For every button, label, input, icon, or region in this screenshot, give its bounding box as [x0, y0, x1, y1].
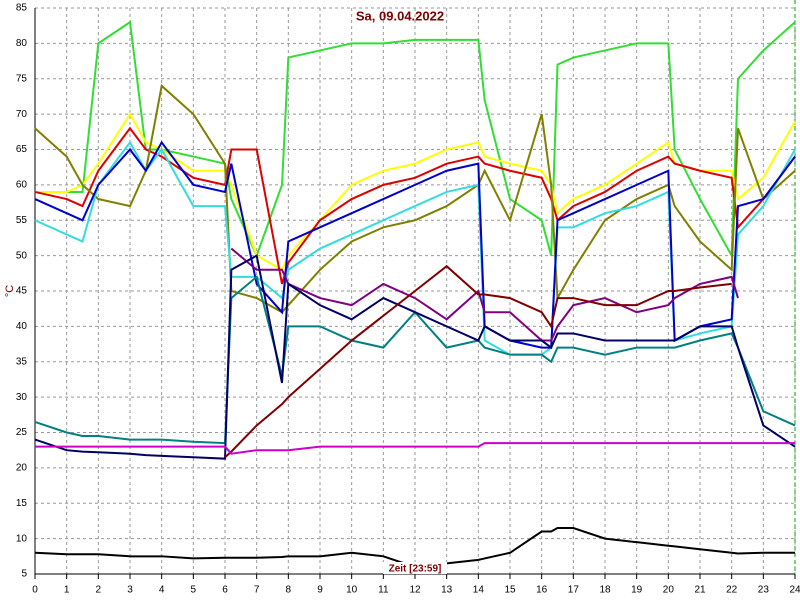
x-tick-label: 18	[599, 585, 611, 596]
y-tick-label: 50	[16, 250, 28, 261]
x-tick-label: 10	[346, 585, 358, 596]
x-tick-label: 9	[317, 585, 323, 596]
x-tick-label: 16	[536, 585, 548, 596]
x-tick-label: 1	[64, 585, 70, 596]
series-line	[35, 112, 796, 272]
y-tick-label: 40	[16, 321, 28, 332]
y-tick-label: 35	[16, 356, 28, 367]
x-tick-label: 8	[286, 585, 292, 596]
x-tick-label: 6	[222, 585, 228, 596]
x-tick-label: 11	[378, 585, 389, 596]
x-tick-label: 13	[441, 585, 453, 596]
x-tick-label: 2	[96, 585, 102, 596]
series-line	[224, 264, 732, 459]
series-line	[35, 442, 795, 455]
y-tick-label: 25	[16, 427, 28, 438]
series-line	[35, 20, 796, 260]
y-tick-label: 30	[16, 392, 28, 403]
x-tick-label: 15	[504, 585, 516, 596]
x-tick-label: 23	[758, 585, 770, 596]
x-tick-label: 0	[32, 585, 38, 596]
annotation-bg	[383, 562, 447, 574]
y-tick-label: 60	[16, 180, 28, 191]
chart-title: Sa, 09.04.2022	[356, 8, 444, 23]
y-tick-label: 80	[16, 38, 28, 49]
x-tick-label: 19	[631, 585, 643, 596]
y-tick-label: 85	[16, 3, 28, 14]
series-line	[230, 247, 739, 342]
y-tick-label: 10	[16, 533, 28, 544]
series-line	[34, 126, 796, 285]
series-line	[34, 254, 796, 460]
x-tick-label: 3	[127, 585, 133, 596]
x-tick-label: 22	[726, 585, 738, 596]
y-tick-label: 20	[16, 463, 28, 474]
series-line	[34, 83, 796, 314]
x-tick-label: 24	[789, 585, 800, 596]
x-tick-label: 14	[473, 585, 485, 596]
x-tick-label: 5	[191, 585, 197, 596]
y-tick-label: 65	[16, 144, 28, 155]
x-tick-label: 21	[694, 585, 706, 596]
y-tick-label: 5	[21, 569, 27, 580]
series-line	[34, 140, 796, 349]
x-tick-label: 17	[568, 585, 580, 596]
y-tick-label: 70	[16, 109, 28, 120]
annotation: Zeit [23:59]	[389, 564, 442, 575]
y-tick-label: 45	[16, 286, 28, 297]
y-tick-label: 15	[16, 498, 28, 509]
x-tick-label: 20	[663, 585, 675, 596]
x-tick-label: 12	[409, 585, 421, 596]
y-tick-label: 75	[16, 73, 28, 84]
x-tick-label: 4	[159, 585, 165, 596]
y-tick-label: 55	[16, 215, 28, 226]
series-line	[34, 275, 796, 445]
x-tick-label: 7	[254, 585, 260, 596]
y-axis-label: °C	[4, 285, 16, 297]
